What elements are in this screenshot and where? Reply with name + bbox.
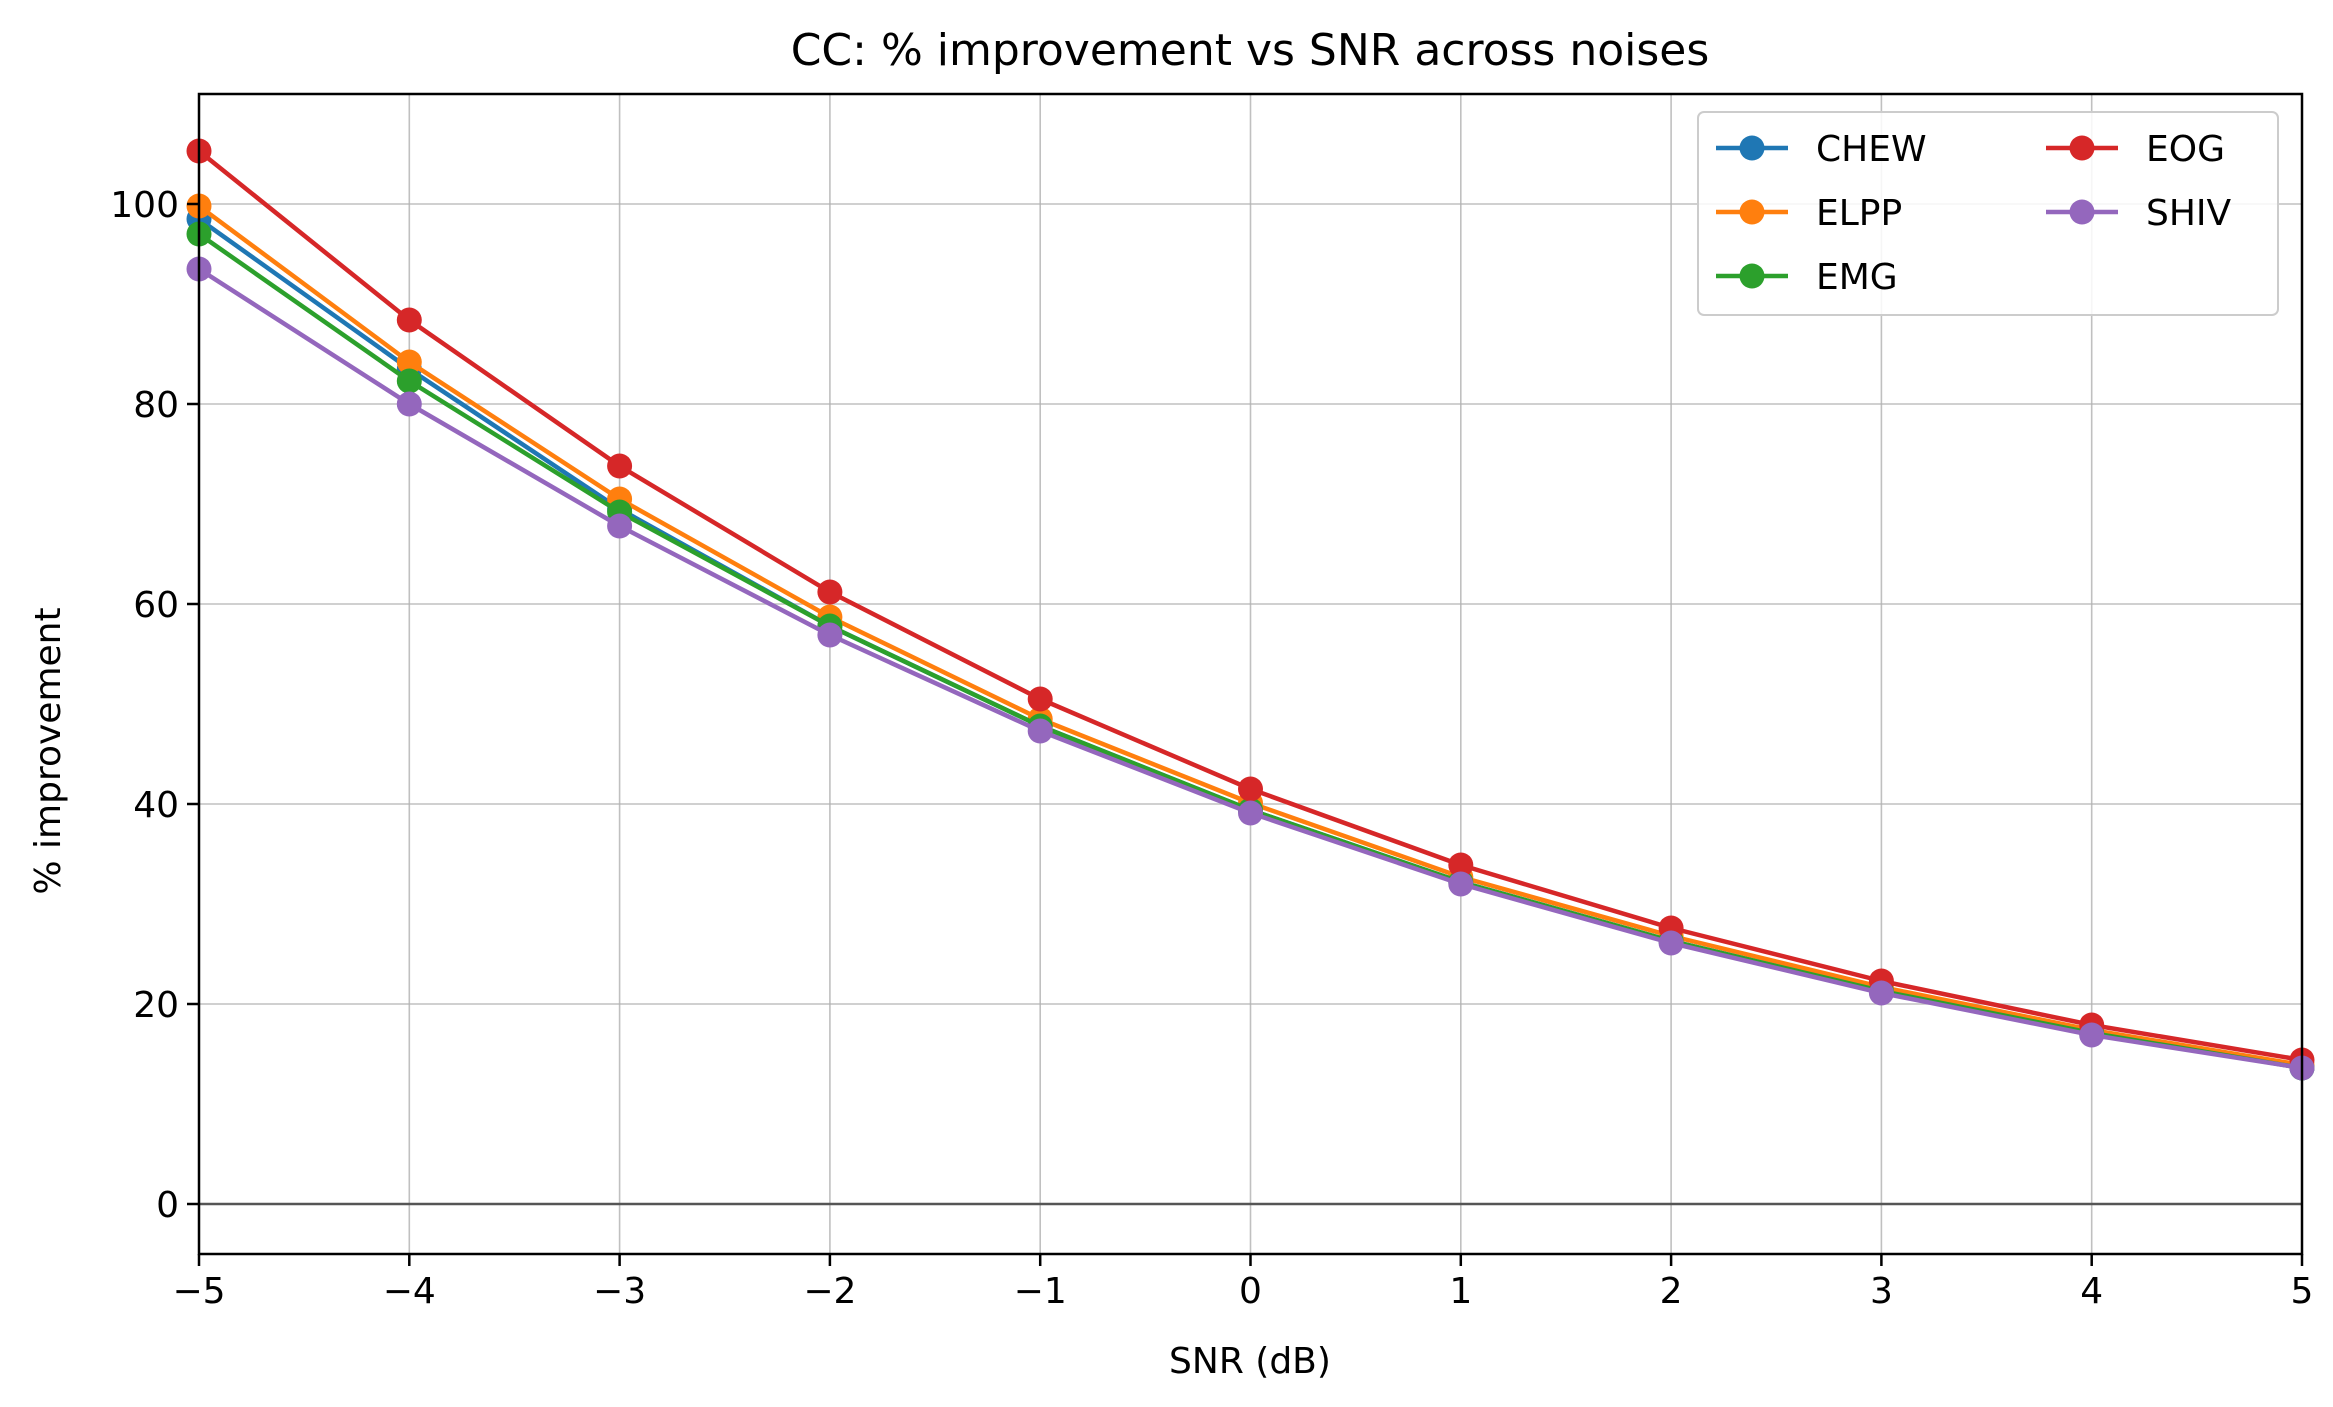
legend-item-elpp: ELPP — [1716, 193, 1902, 234]
legend-label: EMG — [1816, 257, 1898, 298]
data-point-eog — [1027, 686, 1053, 712]
y-axis-ticks: 0 20 40 60 80 100 — [110, 185, 199, 1226]
data-point-shiv — [1868, 980, 1894, 1006]
x-axis-ticks: −5 −4 −3 −2 −1 0 1 2 3 4 5 — [172, 1254, 2313, 1312]
legend-item-eog: EOG — [2046, 129, 2225, 170]
legend-item-chew: CHEW — [1716, 129, 1927, 170]
x-tick-label: 1 — [1449, 1271, 1472, 1312]
legend-marker — [2069, 199, 2095, 225]
x-tick-label: −4 — [383, 1271, 436, 1312]
y-axis-label: % improvement — [28, 607, 69, 894]
legend-label: SHIV — [2146, 193, 2232, 234]
chart-title: CC: % improvement vs SNR across noises — [791, 25, 1710, 76]
data-point-eog — [607, 453, 633, 479]
data-point-shiv — [1448, 871, 1474, 897]
legend-item-shiv: SHIV — [2046, 193, 2232, 234]
data-point-shiv — [607, 513, 633, 539]
legend-marker — [1739, 263, 1765, 289]
y-tick-label: 60 — [133, 585, 179, 626]
x-tick-label: −5 — [172, 1271, 225, 1312]
x-tick-label: −3 — [593, 1271, 646, 1312]
data-point-eog — [1448, 852, 1474, 878]
data-point-emg — [396, 368, 422, 394]
data-point-elpp — [396, 349, 422, 375]
legend-label: ELPP — [1816, 193, 1902, 234]
x-tick-label: 4 — [2080, 1271, 2103, 1312]
y-tick-label: 0 — [156, 1185, 179, 1226]
legend-marker — [1739, 135, 1765, 161]
legend-marker — [2069, 135, 2095, 161]
x-tick-label: 0 — [1239, 1271, 1262, 1312]
legend-label: CHEW — [1816, 129, 1927, 170]
legend: CHEW ELPP EMG EOG SHIV — [1697, 111, 2279, 316]
x-tick-label: 5 — [2291, 1271, 2314, 1312]
data-point-shiv — [1238, 800, 1263, 826]
legend-label: EOG — [2146, 129, 2225, 170]
data-point-eog — [1238, 776, 1263, 802]
data-point-shiv — [1027, 718, 1053, 744]
legend-box — [1697, 111, 2279, 316]
x-tick-label: −1 — [1014, 1271, 1067, 1312]
y-tick-label: 40 — [133, 785, 179, 826]
legend-item-emg: EMG — [1716, 257, 1898, 298]
data-point-shiv — [1658, 930, 1684, 956]
x-axis-label: SNR (dB) — [1169, 1341, 1331, 1382]
legend-marker — [1739, 199, 1765, 225]
x-tick-label: 3 — [1870, 1271, 1893, 1312]
data-point-shiv — [817, 622, 843, 648]
y-tick-label: 100 — [110, 185, 179, 226]
data-point-shiv — [2079, 1022, 2105, 1048]
data-point-shiv — [396, 391, 422, 417]
x-tick-label: −2 — [803, 1271, 856, 1312]
y-tick-label: 20 — [133, 985, 179, 1026]
y-tick-label: 80 — [133, 385, 179, 426]
x-tick-label: 2 — [1660, 1271, 1683, 1312]
series-shiv — [186, 256, 2315, 1081]
data-point-eog — [817, 579, 843, 605]
data-point-eog — [396, 307, 422, 333]
